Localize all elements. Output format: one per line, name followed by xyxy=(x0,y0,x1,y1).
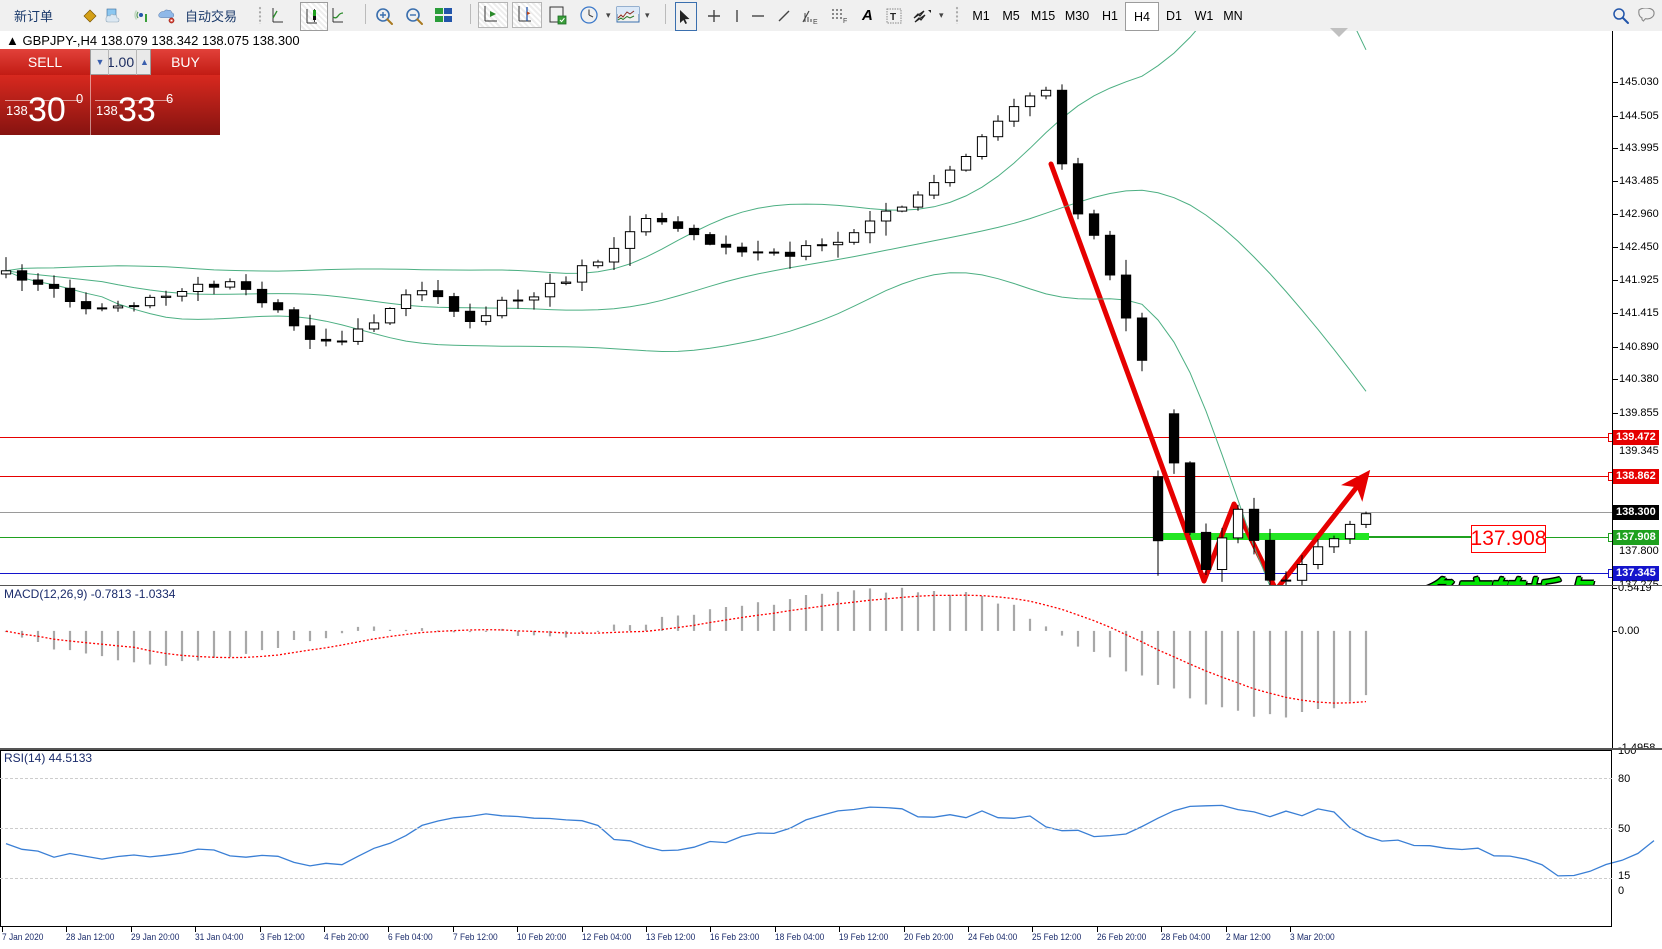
svg-text:T: T xyxy=(890,12,896,23)
svg-text:E: E xyxy=(813,19,818,25)
svg-text:MACD(12,26,9) -0.7813 -1.0334: MACD(12,26,9) -0.7813 -1.0334 xyxy=(4,587,176,601)
svg-text:F: F xyxy=(843,18,847,25)
